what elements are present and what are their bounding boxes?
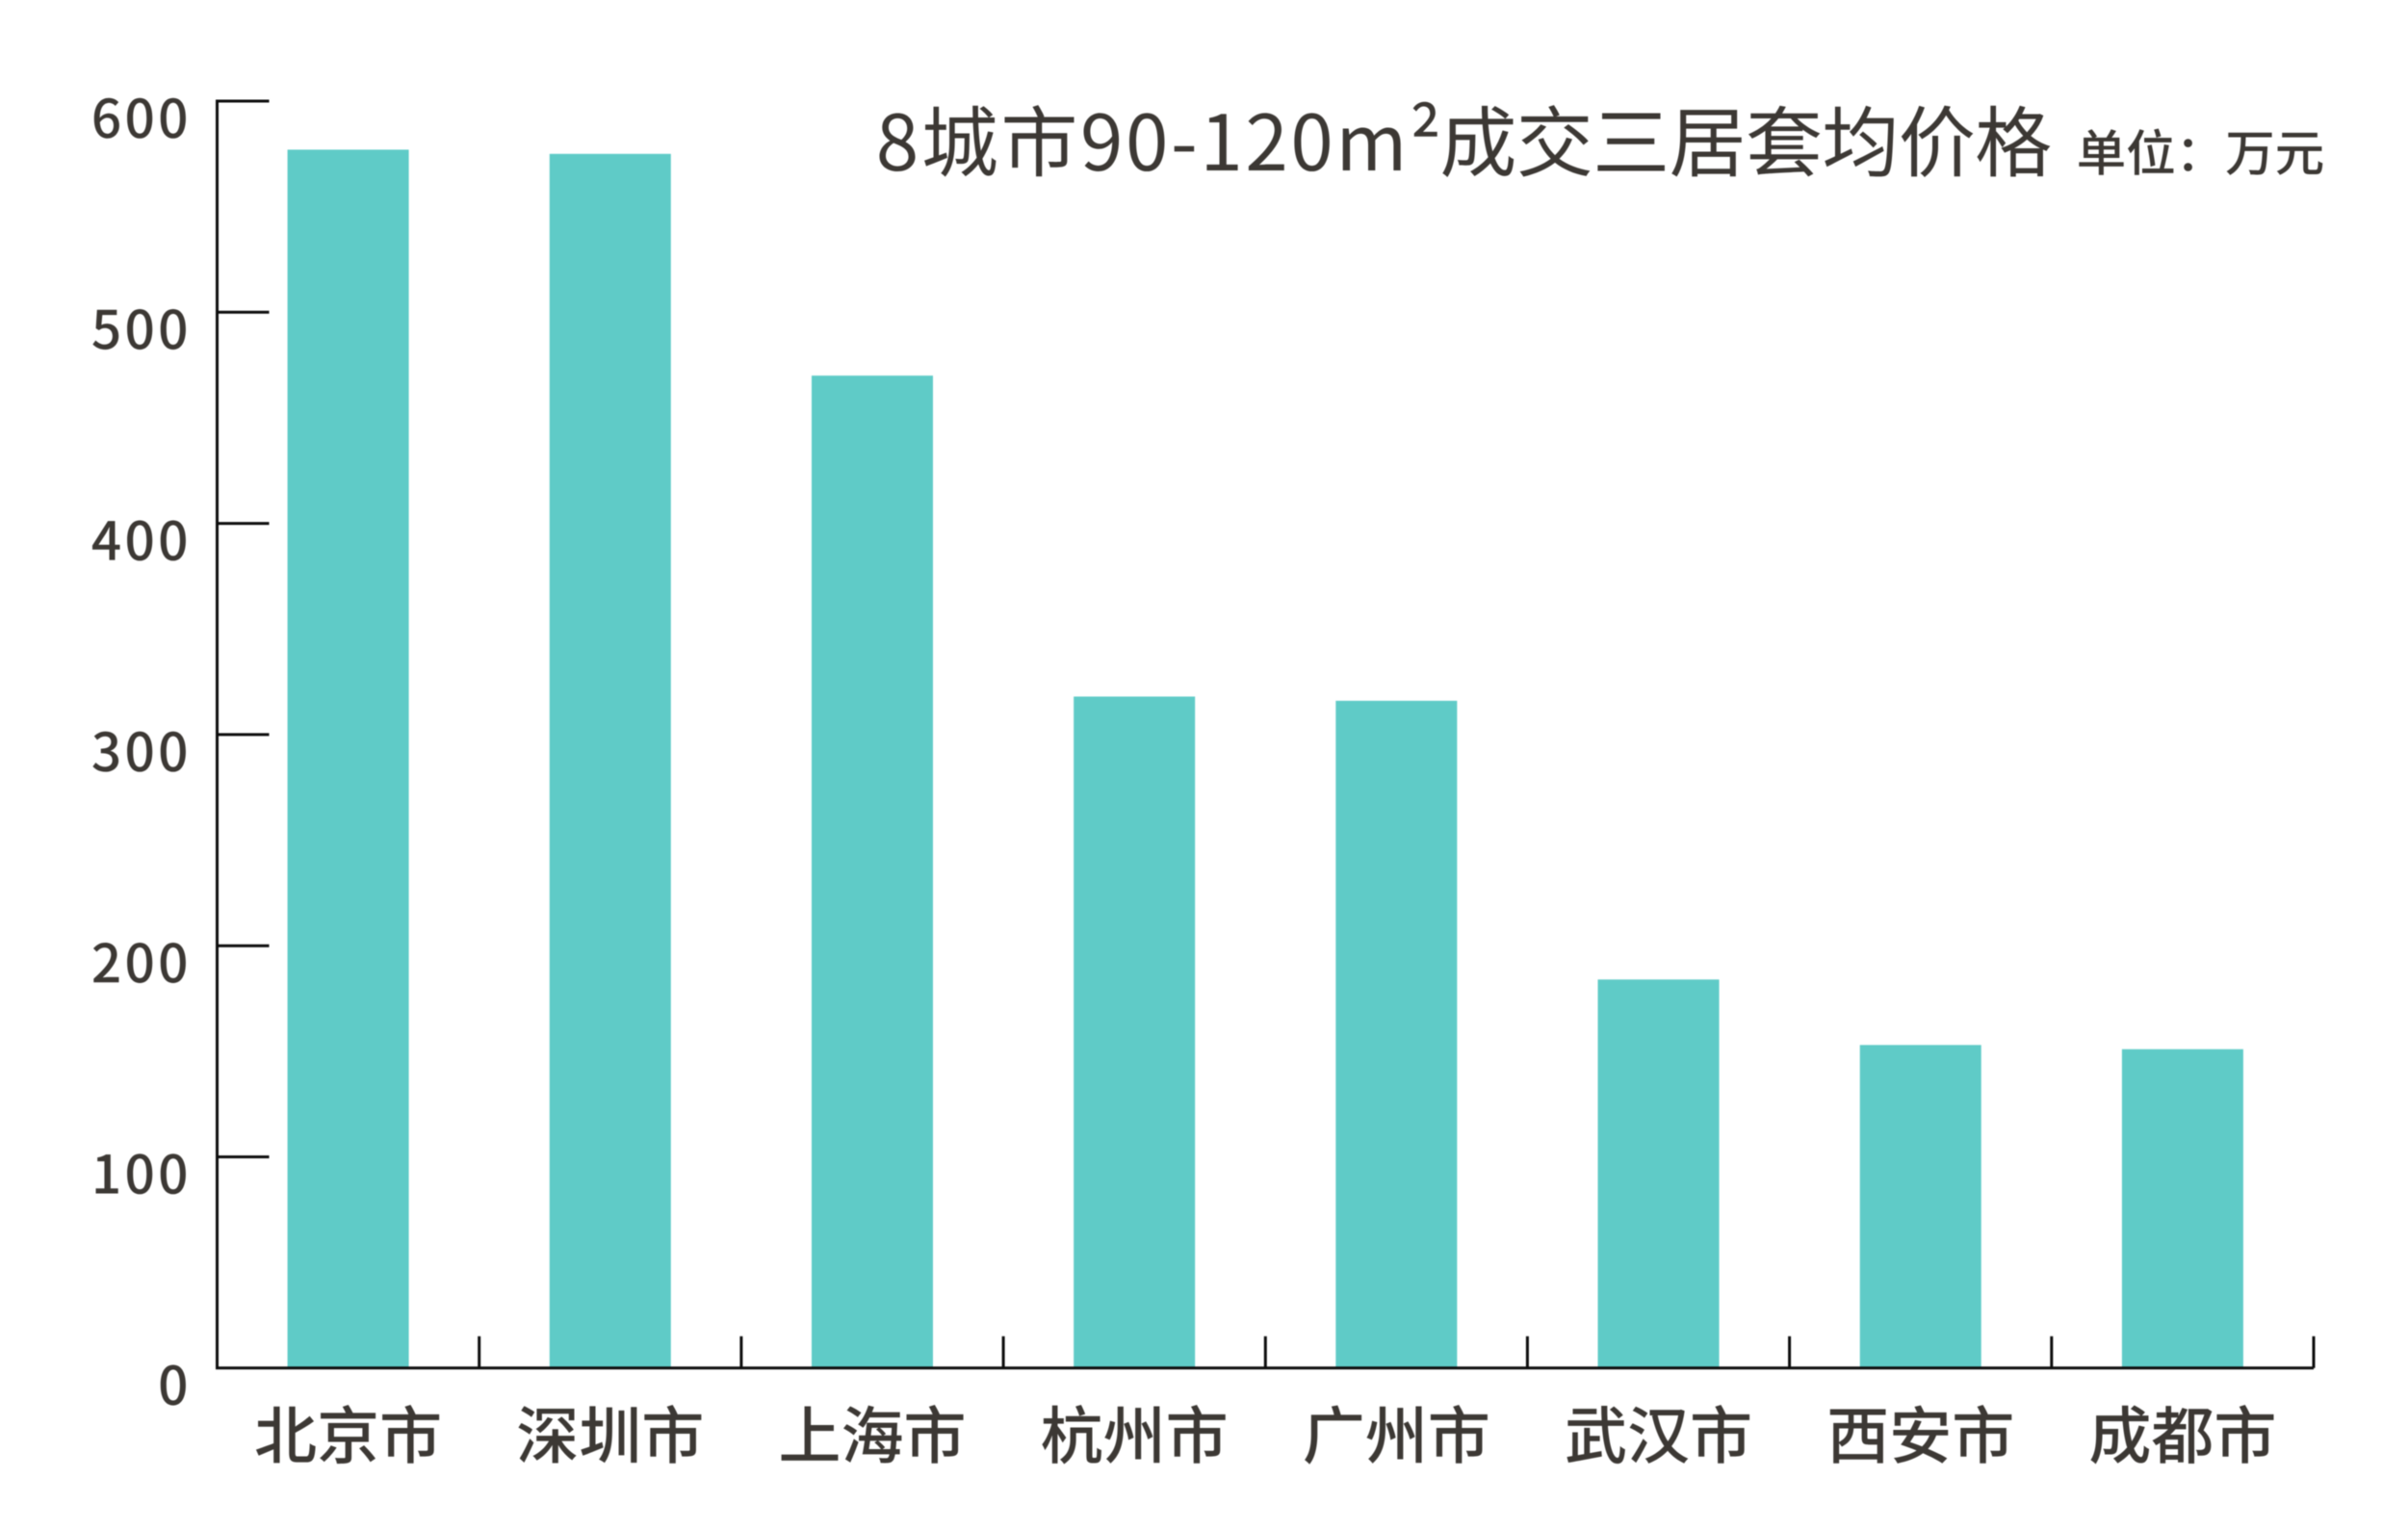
bar-杭州市 [1074, 696, 1196, 1368]
glyph [2184, 139, 2192, 171]
bar-深圳市 [549, 153, 671, 1368]
bar-北京市 [287, 149, 409, 1368]
bar-上海市 [811, 376, 933, 1368]
glyph [127, 309, 153, 350]
glyph [2276, 132, 2323, 175]
glyph [1342, 127, 1401, 170]
axes-group [216, 99, 2316, 1370]
glyph [1430, 1405, 1488, 1464]
glyph [1566, 1405, 1625, 1465]
glyph [1104, 1406, 1160, 1464]
glyph [127, 97, 153, 139]
glyph [127, 520, 153, 561]
glyph [1901, 105, 1974, 178]
glyph [1248, 113, 1284, 170]
y-tick-label-200 [92, 942, 186, 983]
bar-武汉市 [1597, 979, 1720, 1368]
glyph [879, 113, 916, 172]
glyph [924, 105, 997, 177]
glyph [2226, 132, 2272, 175]
glyph [1955, 1405, 2012, 1464]
glyph [1748, 105, 1821, 177]
glyph [255, 1406, 316, 1464]
x-category-label-深圳市 [518, 1405, 702, 1464]
glyph [644, 1405, 702, 1464]
glyph [127, 942, 153, 983]
glyph [1174, 145, 1195, 152]
x-category-label-杭州市 [1042, 1404, 1226, 1465]
glyph [1206, 114, 1238, 170]
glyph [781, 1406, 839, 1461]
glyph [1366, 1406, 1422, 1464]
y-tick-label-500 [92, 309, 186, 350]
glyph [95, 1154, 118, 1194]
glyph [1671, 110, 1742, 177]
y-tick-label-100 [95, 1154, 186, 1195]
glyph [2127, 128, 2174, 175]
glyph [1693, 1405, 1750, 1464]
bar-成都市 [2121, 1049, 2243, 1368]
chart-title-run-1 [1442, 105, 2051, 178]
glyph [1597, 113, 1665, 171]
glyph [1893, 1405, 1949, 1464]
glyph [382, 1405, 440, 1464]
y-tick-label-600 [93, 97, 186, 139]
unit-label [2079, 128, 2323, 175]
glyph [906, 1405, 964, 1464]
bar-西安市 [1859, 1045, 1981, 1368]
glyph [160, 1364, 186, 1406]
y-tick-label-400 [91, 520, 186, 561]
glyph [2079, 129, 2124, 175]
glyph [1629, 1406, 1689, 1464]
glyph [1825, 105, 1894, 177]
glyph [160, 731, 186, 772]
glyph [518, 1406, 577, 1464]
y-tick-label-300 [92, 731, 186, 772]
glyph [160, 309, 186, 350]
glyph [160, 942, 186, 983]
glyph [2152, 1406, 2213, 1464]
glyph [92, 309, 119, 350]
glyph [160, 97, 186, 139]
chart-title [879, 101, 2051, 178]
glyph [1519, 105, 1591, 177]
glyph [1042, 1404, 1101, 1465]
glyph [1004, 105, 1075, 177]
x-category-label-成都市 [2090, 1405, 2274, 1465]
glyph [93, 97, 119, 139]
chart-title-run-0 [879, 101, 1437, 177]
x-category-label-西安市 [1829, 1405, 2012, 1464]
glyph [2090, 1405, 2150, 1465]
glyph [92, 942, 119, 983]
glyph [1412, 101, 1437, 137]
glyph [843, 1405, 902, 1464]
x-category-label-广州市 [1305, 1405, 1488, 1465]
x-category-label-武汉市 [1566, 1405, 1750, 1465]
unit-label-glyphs [2079, 128, 2323, 175]
glyph [160, 520, 186, 561]
x-axis-category-labels [255, 1404, 2274, 1465]
glyph [127, 1154, 153, 1195]
glyph [1977, 105, 2051, 177]
glyph [320, 1405, 376, 1465]
x-category-label-上海市 [781, 1405, 964, 1464]
glyph [1829, 1409, 1886, 1464]
y-tick-label-0 [160, 1364, 186, 1406]
x-category-label-北京市 [255, 1405, 440, 1465]
glyph [127, 731, 153, 772]
glyph [92, 731, 119, 772]
y-axis-tick-labels [91, 97, 186, 1406]
glyph [1305, 1405, 1362, 1465]
bar-广州市 [1335, 700, 1458, 1368]
glyph [2216, 1405, 2274, 1464]
glyph [160, 1154, 186, 1195]
glyph [1083, 113, 1120, 172]
glyph [1442, 105, 1515, 177]
glyph [91, 521, 120, 560]
bars-group [287, 149, 2243, 1368]
glyph [1168, 1405, 1226, 1464]
glyph [581, 1406, 637, 1464]
